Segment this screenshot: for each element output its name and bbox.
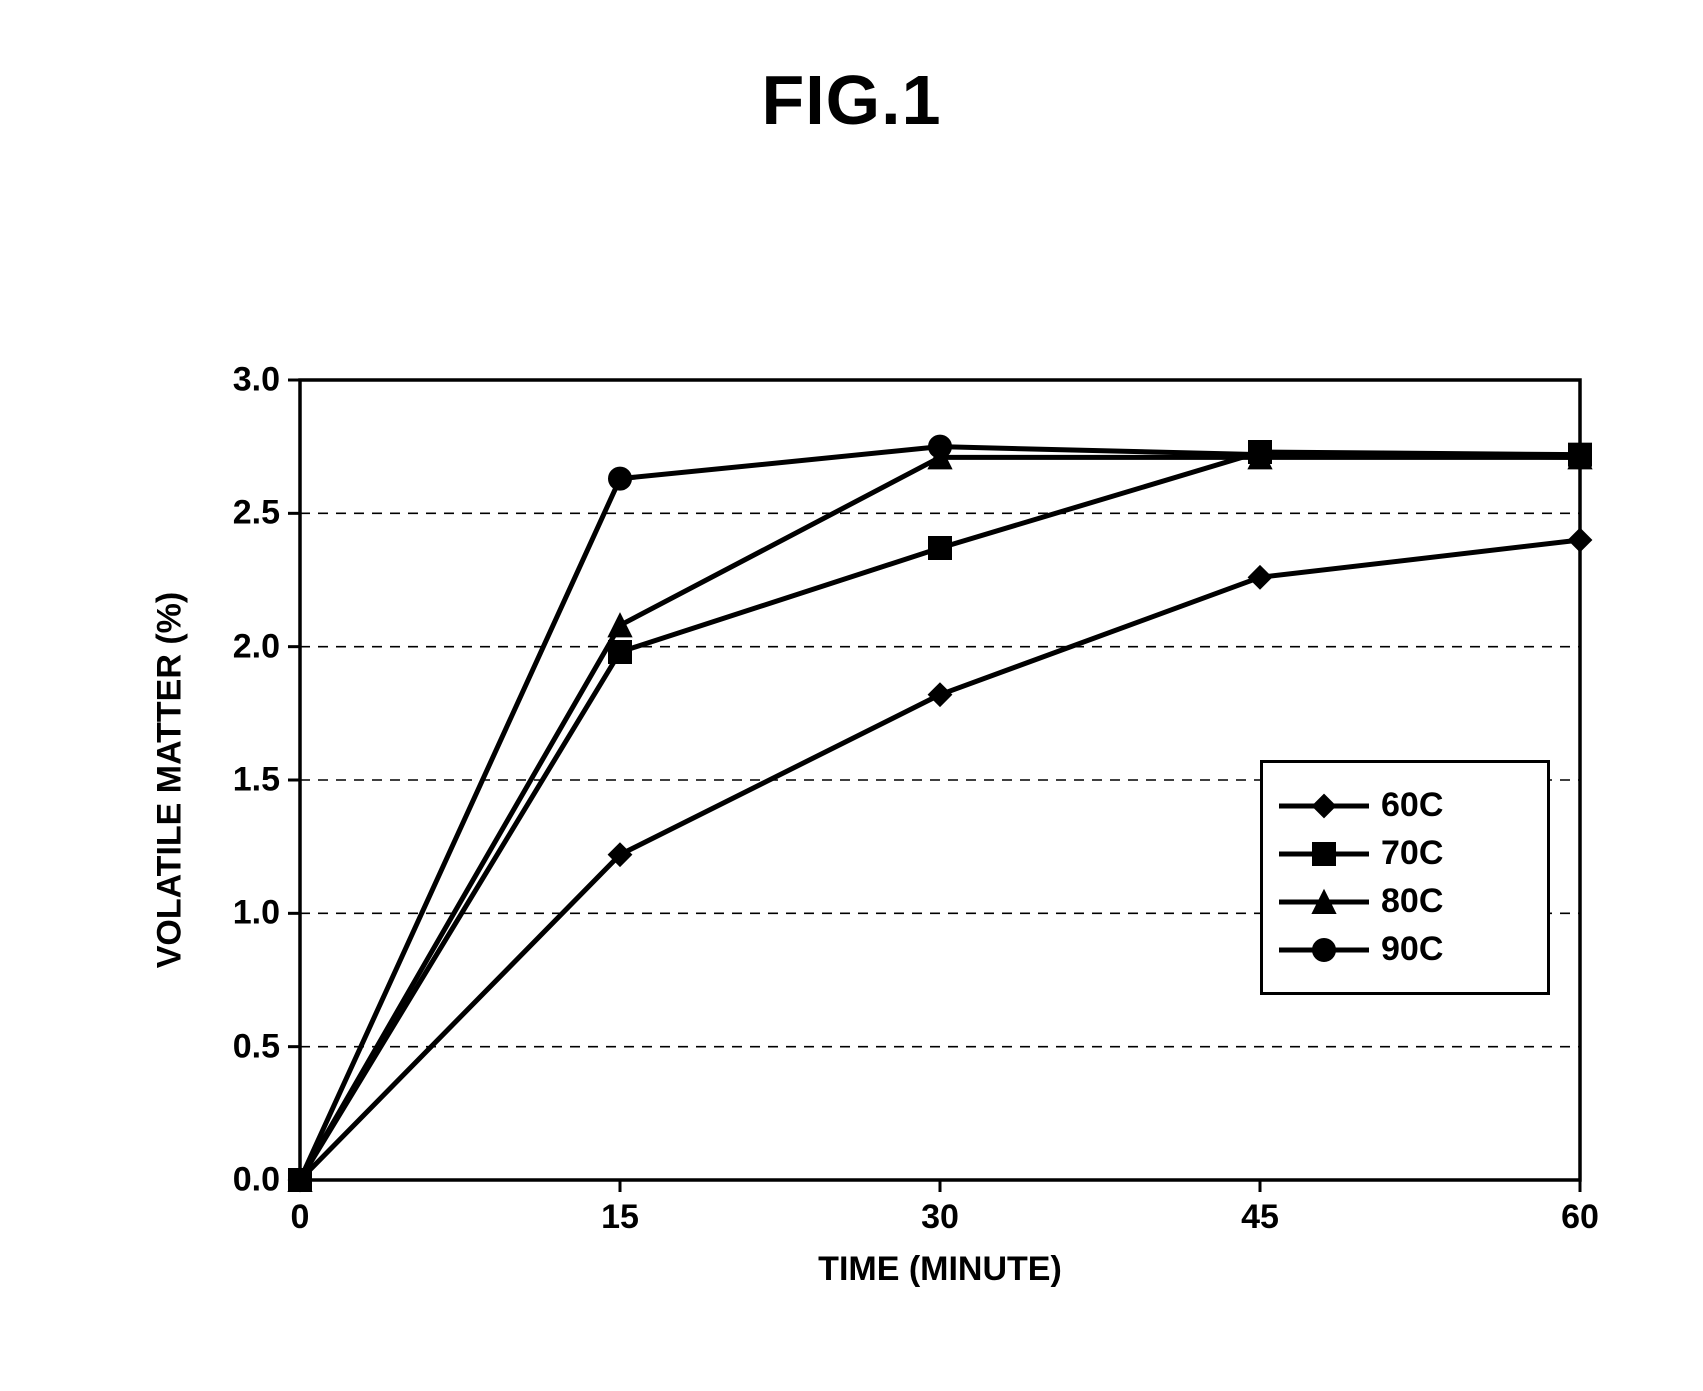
legend-label: 60C (1381, 786, 1443, 825)
x-tick-label: 45 (1241, 1198, 1279, 1237)
legend-label: 70C (1381, 834, 1443, 873)
legend: 60C 70C 80C 90C (1260, 760, 1550, 995)
y-tick-label: 1.0 (233, 894, 280, 933)
legend-sample (1279, 939, 1369, 961)
legend-item: 80C (1279, 882, 1531, 921)
legend-item: 60C (1279, 786, 1531, 825)
y-tick-label: 3.0 (233, 361, 280, 400)
x-tick-label: 60 (1561, 1198, 1599, 1237)
y-tick-label: 2.0 (233, 627, 280, 666)
figure-title: FIG.1 (0, 60, 1703, 140)
legend-sample (1279, 891, 1369, 913)
legend-label: 90C (1381, 930, 1443, 969)
y-tick-label: 1.5 (233, 761, 280, 800)
legend-item: 70C (1279, 834, 1531, 873)
y-axis-label: VOLATILE MATTER (%) (151, 592, 190, 968)
y-tick-label: 0.0 (233, 1161, 280, 1200)
legend-sample (1279, 795, 1369, 817)
legend-sample (1279, 843, 1369, 865)
page: FIG.1 VOLATILE MATTER (%) TIME (MINUTE) … (0, 0, 1703, 1391)
legend-item: 90C (1279, 930, 1531, 969)
legend-label: 80C (1381, 882, 1443, 921)
y-tick-label: 2.5 (233, 494, 280, 533)
x-tick-label: 15 (601, 1198, 639, 1237)
x-tick-label: 0 (291, 1198, 310, 1237)
x-tick-label: 30 (921, 1198, 959, 1237)
y-tick-label: 0.5 (233, 1027, 280, 1066)
x-axis-label: TIME (MINUTE) (818, 1250, 1062, 1289)
